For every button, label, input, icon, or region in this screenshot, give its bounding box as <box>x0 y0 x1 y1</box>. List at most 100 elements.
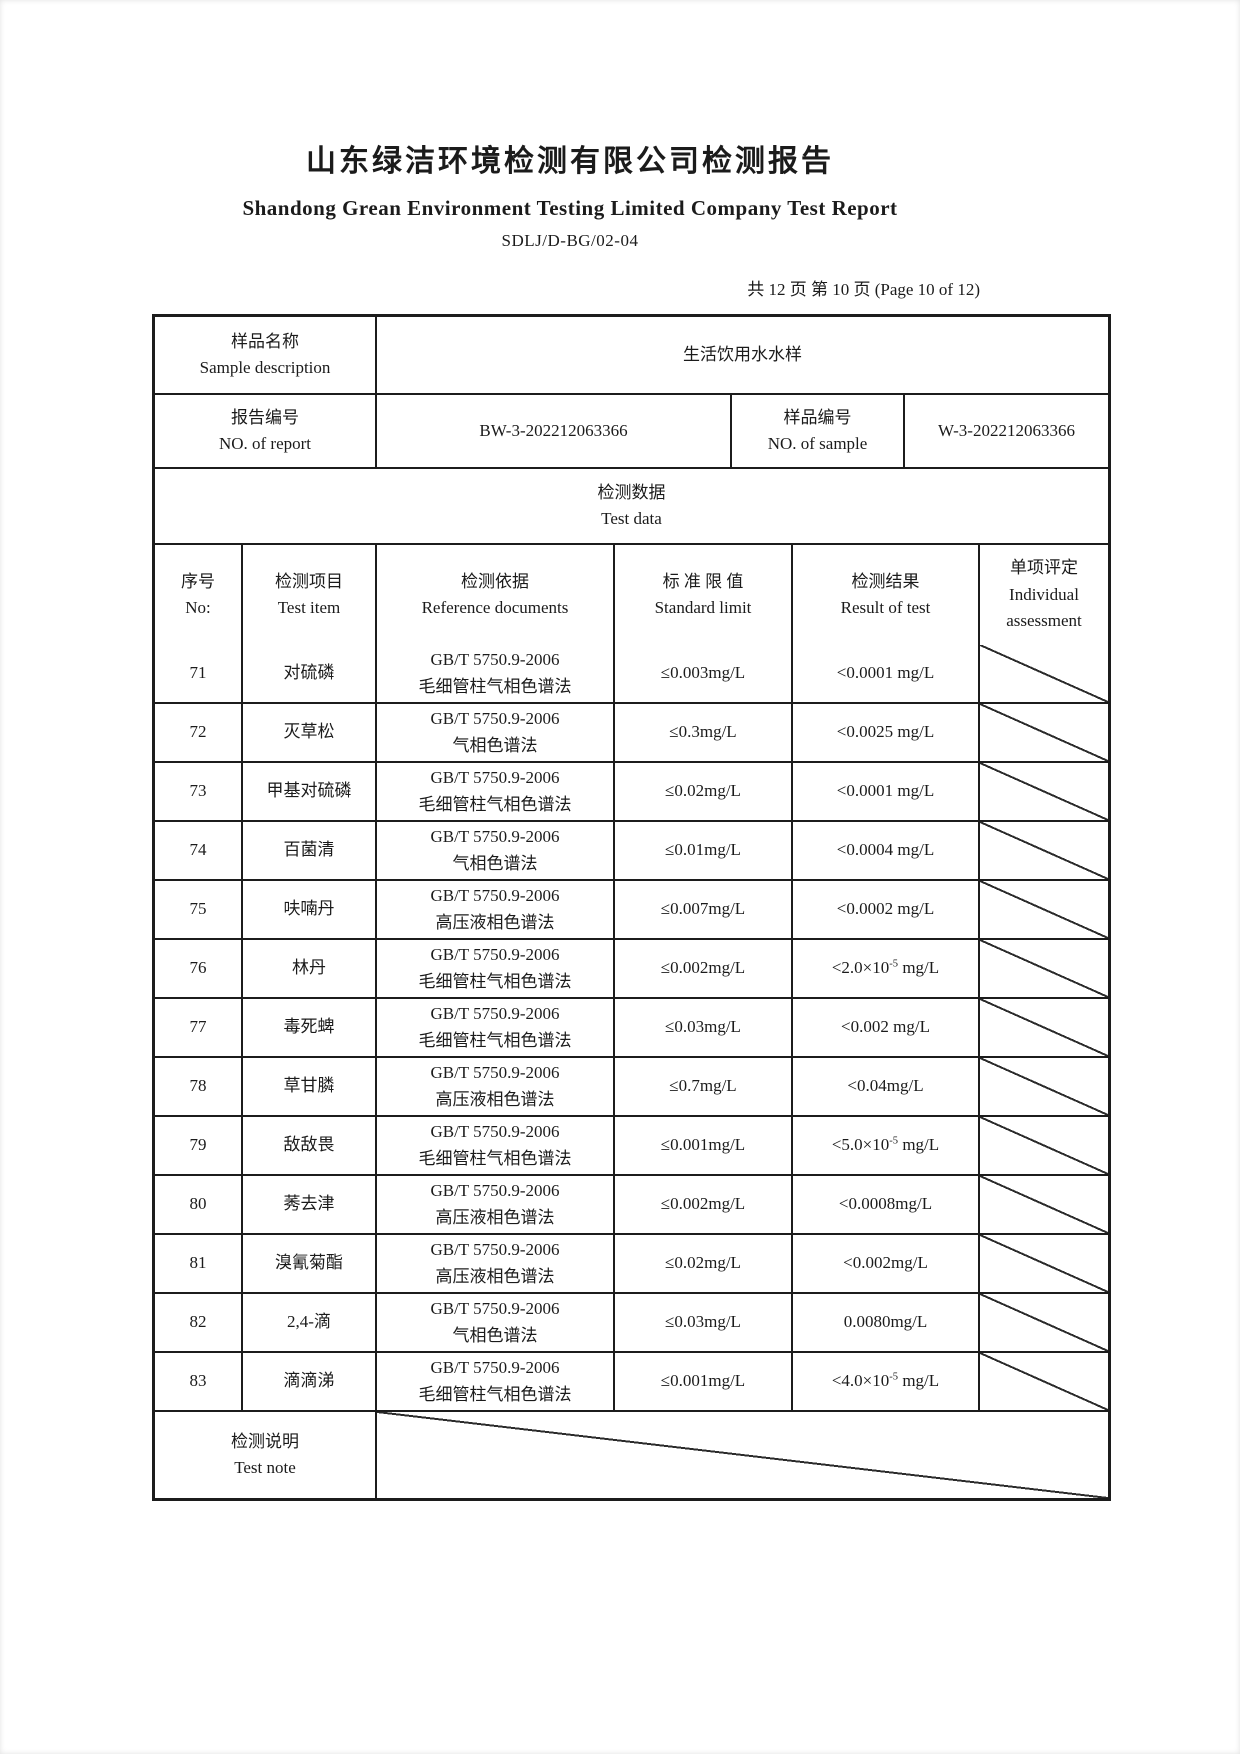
row-reference-line2: 毛细管柱气相色谱法 <box>418 1148 572 1168</box>
row-reference-line1: GB/T 5750.9-2006 <box>430 768 560 788</box>
row-standard-limit-cell: ≤0.7mg/L <box>613 1058 791 1115</box>
row-assessment-diagonal-cell <box>978 1353 1108 1410</box>
row-test-item-cell: 莠去津 <box>241 1176 375 1233</box>
row-test-item-cell: 滴滴涕 <box>241 1353 375 1410</box>
row-assessment-diagonal-cell <box>978 1294 1108 1351</box>
row-standard-limit-cell: ≤0.03mg/L <box>613 1294 791 1351</box>
row-test-item-cell: 灭草松 <box>241 704 375 761</box>
row-reference-line2: 气相色谱法 <box>452 1325 538 1345</box>
row-standard-limit-cell: ≤0.01mg/L <box>613 822 791 879</box>
row-no-cell: 80 <box>189 1194 207 1214</box>
table-row: 72 灭草松 GB/T 5750.9-2006 气相色谱法 ≤0.3mg/L <… <box>155 702 1108 761</box>
row-result-cell: <0.0001 mg/L <box>791 645 978 702</box>
sample-number-label: 样品编号 NO. of sample <box>730 395 903 467</box>
col-header-no: 序号 No: <box>181 571 215 617</box>
row-reference-line1: GB/T 5750.9-2006 <box>430 1063 560 1083</box>
row-reference-line2: 高压液相色谱法 <box>435 1207 555 1227</box>
report-number-value: BW-3-202212063366 <box>375 395 730 467</box>
table-row: 75 呋喃丹 GB/T 5750.9-2006 高压液相色谱法 ≤0.007mg… <box>155 879 1108 938</box>
row-reference-line1: GB/T 5750.9-2006 <box>430 1299 560 1319</box>
row-reference-cell: GB/T 5750.9-2006 气相色谱法 <box>375 822 613 879</box>
row-assessment-diagonal-cell <box>978 645 1108 702</box>
table-row: 77 毒死蜱 GB/T 5750.9-2006 毛细管柱气相色谱法 ≤0.03m… <box>155 997 1108 1056</box>
row-reference-line1: GB/T 5750.9-2006 <box>430 709 560 729</box>
row-standard-limit-cell: ≤0.02mg/L <box>613 1235 791 1292</box>
sample-description-label-cn: 样品名称 <box>231 331 299 351</box>
sample-number-label-en: NO. of sample <box>767 434 868 453</box>
document-header: 山东绿洁环境检测有限公司检测报告 Shandong Grean Environm… <box>0 0 1140 251</box>
sample-description-label-en: Sample description <box>199 358 331 377</box>
row-test-item-cell: 百菌清 <box>241 822 375 879</box>
row-test-item-cell: 草甘膦 <box>241 1058 375 1115</box>
row-assessment-diagonal-cell <box>978 881 1108 938</box>
row-no-cell: 76 <box>189 958 207 978</box>
row-test-item-cell: 溴氰菊酯 <box>241 1235 375 1292</box>
table-row: 73 甲基对硫磷 GB/T 5750.9-2006 毛细管柱气相色谱法 ≤0.0… <box>155 761 1108 820</box>
row-reference-line2: 高压液相色谱法 <box>435 912 555 932</box>
report-number-label-cn: 报告编号 <box>231 407 299 427</box>
col-header-reference-documents: 检测依据 Reference documents <box>375 545 613 645</box>
row-no-cell: 71 <box>189 663 207 683</box>
sample-number-value: W-3-202212063366 <box>903 395 1108 467</box>
row-assessment-diagonal-cell <box>978 1058 1108 1115</box>
row-test-item-cell: 呋喃丹 <box>241 881 375 938</box>
row-result-cell: <2.0×10-5 mg/L <box>791 940 978 997</box>
row-reference-line2: 高压液相色谱法 <box>435 1089 555 1109</box>
row-reference-line2: 气相色谱法 <box>452 735 538 755</box>
row-reference-line1: GB/T 5750.9-2006 <box>430 886 560 906</box>
row-reference-cell: GB/T 5750.9-2006 毛细管柱气相色谱法 <box>375 999 613 1056</box>
row-standard-limit-cell: ≤0.007mg/L <box>613 881 791 938</box>
row-no-cell: 72 <box>189 722 207 742</box>
row-reference-line2: 毛细管柱气相色谱法 <box>418 676 572 696</box>
test-note-label-en: Test note <box>234 1458 296 1477</box>
row-reference-line1: GB/T 5750.9-2006 <box>430 1004 560 1024</box>
row-no-cell: 74 <box>189 840 207 860</box>
table-header-row: 序号 No: 检测项目 Test item 检测依据 Reference doc… <box>155 543 1108 645</box>
row-test-item-cell: 甲基对硫磷 <box>241 763 375 820</box>
row-test-item-cell: 敌敌畏 <box>241 1117 375 1174</box>
row-reference-line2: 毛细管柱气相色谱法 <box>418 794 572 814</box>
sample-description-value: 生活饮用水水样 <box>375 317 1108 393</box>
row-assessment-diagonal-cell <box>978 1235 1108 1292</box>
row-reference-line1: GB/T 5750.9-2006 <box>430 1181 560 1201</box>
page-number-info: 共 12 页 第 10 页 (Page 10 of 12) <box>747 280 980 299</box>
row-reference-cell: GB/T 5750.9-2006 毛细管柱气相色谱法 <box>375 1353 613 1410</box>
row-test-item-cell: 毒死蜱 <box>241 999 375 1056</box>
table-row: 80 莠去津 GB/T 5750.9-2006 高压液相色谱法 ≤0.002mg… <box>155 1174 1108 1233</box>
test-data-title-en: Test data <box>601 509 662 528</box>
row-no-cell: 78 <box>189 1076 207 1096</box>
row-test-item-cell: 2,4-滴 <box>241 1294 375 1351</box>
row-reference-cell: GB/T 5750.9-2006 毛细管柱气相色谱法 <box>375 645 613 702</box>
table-row: 81 溴氰菊酯 GB/T 5750.9-2006 高压液相色谱法 ≤0.02mg… <box>155 1233 1108 1292</box>
row-reference-line1: GB/T 5750.9-2006 <box>430 1240 560 1260</box>
row-assessment-diagonal-cell <box>978 940 1108 997</box>
row-no-cell: 82 <box>189 1312 207 1332</box>
report-number-label-en: NO. of report <box>218 434 312 453</box>
row-reference-cell: GB/T 5750.9-2006 高压液相色谱法 <box>375 1235 613 1292</box>
row-test-item-cell: 对硫磷 <box>241 645 375 702</box>
row-reference-line2: 高压液相色谱法 <box>435 1266 555 1286</box>
row-standard-limit-cell: ≤0.3mg/L <box>613 704 791 761</box>
row-result-cell: 0.0080mg/L <box>791 1294 978 1351</box>
row-standard-limit-cell: ≤0.002mg/L <box>613 940 791 997</box>
row-result-cell: <0.002mg/L <box>791 1235 978 1292</box>
row-no-cell: 77 <box>189 1017 207 1037</box>
row-assessment-diagonal-cell <box>978 763 1108 820</box>
row-reference-line1: GB/T 5750.9-2006 <box>430 650 560 670</box>
table-row: 83 滴滴涕 GB/T 5750.9-2006 毛细管柱气相色谱法 ≤0.001… <box>155 1351 1108 1410</box>
row-reference-cell: GB/T 5750.9-2006 气相色谱法 <box>375 1294 613 1351</box>
row-reference-line1: GB/T 5750.9-2006 <box>430 1358 560 1378</box>
table-row: 82 2,4-滴 GB/T 5750.9-2006 气相色谱法 ≤0.03mg/… <box>155 1292 1108 1351</box>
sample-description-row: 样品名称 Sample description 生活饮用水水样 <box>155 317 1108 393</box>
row-no-cell: 75 <box>189 899 207 919</box>
row-result-cell: <0.0025 mg/L <box>791 704 978 761</box>
row-reference-cell: GB/T 5750.9-2006 气相色谱法 <box>375 704 613 761</box>
row-standard-limit-cell: ≤0.001mg/L <box>613 1353 791 1410</box>
test-note-row: 检测说明 Test note <box>155 1410 1108 1498</box>
row-no-cell: 73 <box>189 781 207 801</box>
test-data-section-row: 检测数据 Test data <box>155 467 1108 543</box>
report-number-row: 报告编号 NO. of report BW-3-202212063366 样品编… <box>155 393 1108 467</box>
test-data-title-cn: 检测数据 <box>597 482 666 502</box>
table-row: 71 对硫磷 GB/T 5750.9-2006 毛细管柱气相色谱法 ≤0.003… <box>155 645 1108 702</box>
